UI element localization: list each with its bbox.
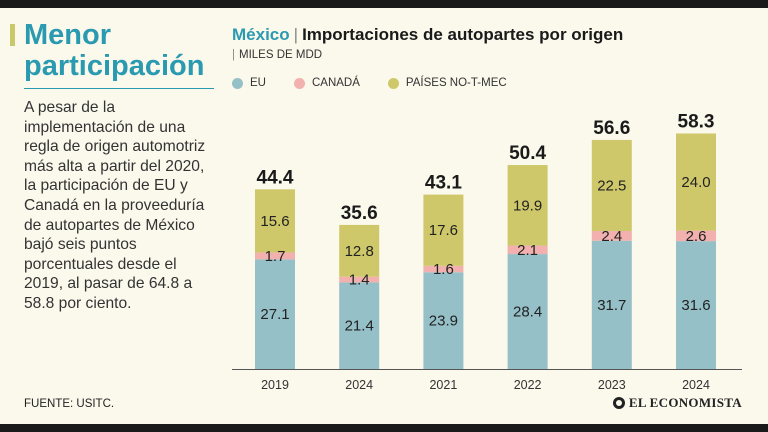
value-label-canada: 2.1: [517, 242, 538, 259]
value-label-nontmec: 24.0: [681, 174, 710, 191]
total-label: 50.4: [509, 143, 546, 164]
legend-item-nontmec: PAÍSES NO-T-MEC: [387, 77, 507, 89]
x-tick-label: 2024: [682, 378, 710, 392]
top-border: [0, 0, 768, 8]
subtitle-separator: |: [232, 49, 235, 61]
x-tick-label: 2023: [598, 378, 626, 392]
bar-segment-eu: [591, 240, 632, 369]
value-label-eu: 23.9: [429, 313, 458, 330]
chart-title: México | Importaciones de autopartes por o…: [232, 25, 623, 45]
chart-title-country: México: [232, 25, 290, 44]
bar-segment-eu: [339, 282, 380, 369]
total-label: 35.6: [341, 203, 378, 224]
bar-segment-canada: [507, 245, 548, 255]
bar-segment-nontmec: [339, 224, 380, 277]
value-label-nontmec: 17.6: [429, 222, 458, 239]
brand-mark-icon: [612, 397, 625, 409]
legend-swatch-canada: [293, 77, 305, 89]
bar-segment-canada: [339, 276, 380, 283]
bar-segment-nontmec: [507, 165, 548, 246]
chart-subtitle-text: MILES DE MDD: [239, 49, 323, 61]
bar-segment-nontmec: [255, 189, 295, 253]
legend-item-eu: EU: [232, 77, 266, 89]
total-label: 58.3: [678, 111, 715, 132]
legend-label-nontmec: PAÍSES NO-T-MEC: [405, 77, 507, 89]
value-label-eu: 31.6: [681, 297, 710, 314]
value-label-eu: 21.4: [345, 318, 374, 335]
legend-swatch-eu: [232, 77, 243, 89]
total-label: 44.4: [257, 167, 294, 188]
chart-subtitle: | MILES DE MDD: [232, 49, 322, 61]
legend-label-eu: EU: [250, 77, 266, 89]
value-label-canada: 1.6: [433, 261, 454, 278]
value-label-canada: 1.4: [349, 272, 370, 289]
bar-segment-canada: [591, 231, 632, 241]
legend-item-canada: CANADÁ: [293, 77, 360, 89]
chart-title-main: Importaciones de autopartes por origen: [302, 25, 624, 44]
x-tick-label: 2022: [514, 378, 542, 392]
x-tick-label: 2024: [345, 378, 373, 392]
bar-segment-nontmec: [423, 194, 464, 266]
total-label: 56.6: [593, 118, 630, 139]
source-note: FUENTE: USITC.: [24, 398, 115, 410]
value-label-nontmec: 12.8: [345, 243, 374, 260]
value-label-canada: 2.4: [601, 228, 622, 245]
bar-segment-eu: [507, 254, 548, 369]
bar-segment-nontmec: [676, 133, 716, 231]
legend-label-canada: CANADÁ: [311, 77, 360, 89]
brand-logo: EL ECONOMISTA: [612, 395, 742, 411]
headline-rule: [24, 88, 214, 89]
x-tick-label: 2021: [429, 378, 457, 392]
bar-segment-eu: [676, 241, 716, 369]
value-label-nontmec: 15.6: [260, 213, 289, 230]
chart-legend: EU CANADÁ PAÍSES NO-T-MEC: [232, 77, 507, 89]
value-label-eu: 27.1: [260, 306, 289, 323]
total-label: 43.1: [425, 173, 462, 194]
bar-segment-canada: [423, 265, 464, 273]
value-label-canada: 2.6: [686, 228, 707, 245]
value-label-eu: 28.4: [513, 304, 542, 321]
body-text: A pesar de la implementación de una regl…: [24, 99, 206, 312]
headline-accent-bar: [10, 24, 15, 46]
value-label-canada: 1.7: [265, 248, 286, 265]
bar-segment-eu: [423, 272, 464, 369]
value-label-eu: 31.7: [597, 297, 626, 314]
bottom-border: [0, 424, 768, 432]
bar-segment-eu: [255, 259, 295, 369]
headline: Menor participación: [24, 19, 205, 82]
title-separator: |: [293, 25, 299, 44]
bar-segment-canada: [676, 230, 716, 242]
value-label-nontmec: 22.5: [597, 177, 626, 194]
bar-segment-nontmec: [591, 139, 632, 232]
x-tick-label: 2019: [261, 378, 289, 392]
value-label-nontmec: 19.9: [513, 197, 542, 214]
bar-segment-canada: [255, 252, 295, 260]
legend-swatch-nontmec: [387, 77, 399, 89]
brand-name: EL ECONOMISTA: [628, 395, 742, 410]
